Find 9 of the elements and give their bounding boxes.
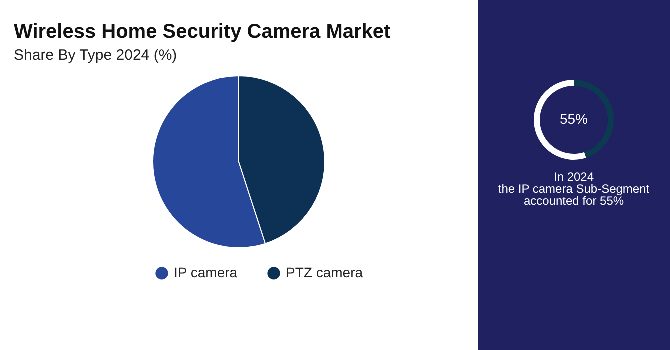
chart-subtitle: Share By Type 2024 (%) (14, 47, 178, 64)
text: the IP camera Sub-Segment (498, 182, 650, 196)
chart-title: Wireless Home Security Camera Market (14, 21, 391, 43)
donut-slice (534, 80, 586, 160)
legend-label: PTZ camera (286, 264, 364, 280)
text: In 2024 (554, 170, 594, 184)
text: accounted for 55% (524, 194, 624, 208)
legend-label: IP camera (174, 264, 238, 280)
data-label: 55% (560, 111, 588, 127)
